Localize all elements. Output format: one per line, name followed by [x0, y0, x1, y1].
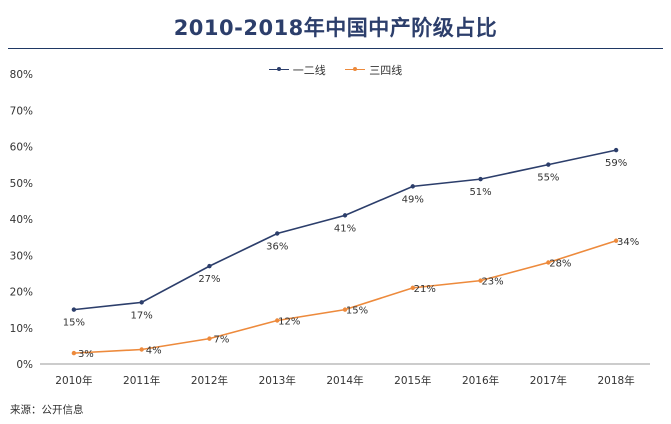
x-tick-label: 2016年	[462, 374, 499, 387]
y-tick-label: 60%	[10, 142, 33, 154]
data-label-series-1: 41%	[334, 223, 356, 234]
x-tick-label: 2015年	[394, 374, 431, 387]
data-point-series-2	[613, 238, 619, 243]
data-label-series-2: 34%	[617, 237, 639, 248]
y-tick-label: 40%	[10, 214, 33, 226]
data-point-series-1	[139, 300, 144, 305]
data-point-series-2	[275, 318, 280, 323]
data-point-series-1	[275, 231, 280, 236]
data-label-series-2: 15%	[346, 306, 368, 317]
data-label-series-1: 17%	[131, 310, 153, 321]
legend-item-series-1: 一二线	[268, 62, 326, 78]
data-label-series-1: 59%	[605, 158, 627, 169]
legend: 一二线 三四线	[0, 60, 671, 78]
legend-swatch-series-1	[268, 67, 289, 71]
y-tick-label: 80%	[10, 69, 33, 81]
data-label-series-1: 27%	[198, 274, 220, 285]
data-label-series-2: 12%	[278, 317, 300, 328]
x-tick-label: 2011年	[123, 374, 160, 387]
legend-label-series-1: 一二线	[292, 63, 326, 77]
y-tick-label: 20%	[10, 287, 33, 299]
data-label-series-2: 21%	[414, 284, 436, 295]
data-point-series-1	[71, 307, 77, 312]
legend-item-series-2: 三四线	[345, 62, 402, 78]
data-point-series-1	[342, 213, 348, 218]
data-point-series-1	[613, 147, 619, 153]
title-divider	[8, 48, 663, 49]
data-point-series-2	[207, 336, 212, 341]
data-point-series-2	[546, 260, 551, 265]
data-label-series-2: 28%	[549, 259, 571, 270]
data-point-series-2	[410, 285, 415, 291]
x-tick-label: 2018年	[597, 374, 634, 387]
data-point-series-1	[478, 176, 483, 182]
data-point-series-2	[139, 347, 144, 352]
x-tick-label: 2012年	[191, 374, 228, 387]
data-label-series-2: 3%	[78, 349, 94, 360]
data-point-series-2	[71, 350, 77, 356]
y-tick-label: 0%	[16, 359, 33, 371]
x-tick-label: 2014年	[326, 374, 363, 387]
data-label-series-2: 7%	[214, 335, 230, 346]
data-label-series-2: 4%	[146, 346, 162, 357]
data-point-series-2	[342, 307, 348, 312]
data-point-series-1	[410, 184, 415, 189]
legend-swatch-series-2	[345, 67, 366, 71]
y-tick-label: 70%	[10, 105, 33, 117]
data-label-series-1: 15%	[63, 318, 85, 329]
chart-title: 2010-2018年中国中产阶级占比	[173, 16, 498, 40]
chart-plot: 0% 10% 20% 30% 40% 50% 60% 70% 80% 2010年 2011年 2012…	[10, 69, 650, 387]
data-label-series-1: 49%	[402, 194, 424, 205]
data-point-series-2	[478, 278, 483, 283]
x-tick-label: 2013年	[259, 374, 296, 387]
data-point-series-1	[207, 263, 212, 269]
data-point-series-1	[546, 162, 551, 167]
y-tick-label: 10%	[10, 323, 33, 335]
data-label-series-1: 36%	[266, 242, 288, 253]
source-note: 来源：公开信息	[10, 404, 84, 416]
series-line-2	[73, 239, 617, 354]
x-tick-label: 2010年	[55, 374, 92, 387]
data-label-series-1: 55%	[537, 173, 559, 184]
data-label-series-1: 51%	[469, 187, 491, 198]
y-tick-label: 50%	[10, 178, 33, 190]
x-tick-label: 2017年	[530, 374, 567, 387]
legend-label-series-2: 三四线	[369, 63, 403, 77]
y-tick-label: 30%	[10, 250, 33, 262]
data-label-series-2: 23%	[481, 277, 503, 288]
